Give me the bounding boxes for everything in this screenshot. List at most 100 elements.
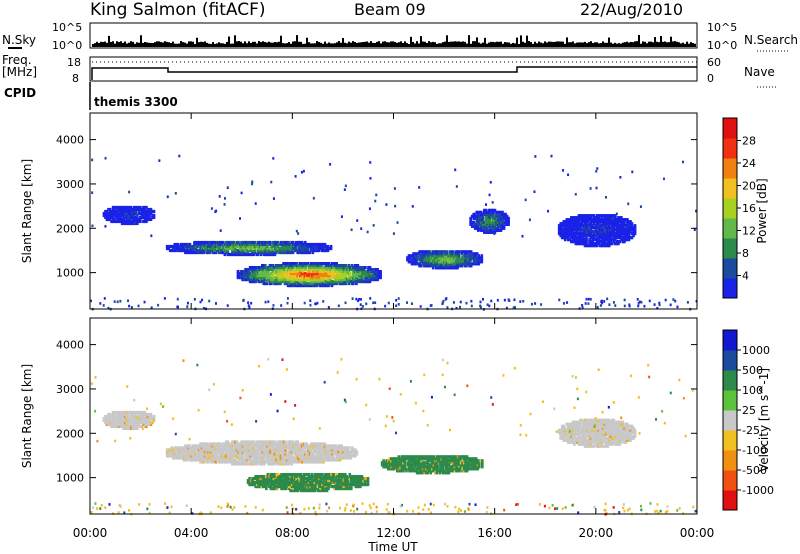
heatmap-cell — [287, 484, 291, 489]
heatmap-cell — [329, 277, 332, 282]
noise-bar — [232, 43, 234, 47]
heatmap-cell — [107, 211, 110, 216]
heatmap-cell — [191, 456, 195, 460]
heatmap-cell — [592, 244, 596, 248]
heatmap-cell — [261, 480, 265, 485]
heatmap-cell — [292, 484, 295, 489]
noise-bar — [112, 41, 114, 47]
heatmap-cell — [328, 482, 332, 487]
heatmap-cell — [238, 448, 242, 452]
heatmap-cell — [226, 240, 230, 245]
heatmap-cell — [200, 240, 204, 245]
heatmap-cell — [288, 281, 291, 286]
heatmap-cell — [309, 271, 313, 276]
heatmap-cell — [420, 469, 423, 473]
heatmap-cell — [454, 254, 458, 258]
heatmap-cell — [443, 461, 446, 465]
heatmap-cell — [166, 195, 169, 199]
heatmap-cell — [452, 459, 455, 463]
heatmap-cell — [231, 246, 234, 251]
heatmap-cell — [291, 281, 294, 286]
heatmap-cell — [296, 484, 300, 489]
heatmap-cell — [200, 442, 204, 446]
heatmap-cell — [355, 269, 358, 274]
heatmap-cell — [349, 482, 353, 487]
heatmap-cell — [232, 454, 236, 458]
heatmap-cell — [483, 212, 486, 216]
heatmap-cell — [343, 486, 347, 491]
heatmap-cell — [145, 211, 148, 216]
heatmap-cell — [250, 460, 254, 464]
heatmap-cell — [433, 461, 437, 465]
heatmap-cell — [265, 267, 269, 272]
heatmap-cell — [364, 279, 367, 284]
heatmap-cell — [282, 250, 286, 255]
heatmap-cell — [326, 244, 330, 249]
heatmap-cell — [474, 258, 478, 262]
heatmap-cell — [316, 248, 319, 253]
heatmap-cell — [495, 210, 498, 214]
heatmap-cell — [612, 220, 616, 224]
heatmap-cell — [592, 230, 596, 234]
heatmap-cell — [123, 221, 127, 226]
heatmap-cell — [225, 244, 228, 249]
heatmap-cell — [200, 446, 204, 450]
heatmap-cell — [455, 461, 458, 465]
heatmap-cell — [464, 463, 467, 467]
heatmap-cell — [238, 446, 242, 450]
heatmap-cell — [441, 264, 444, 268]
heatmap-cell — [573, 234, 576, 238]
heatmap-cell — [122, 209, 125, 214]
heatmap-cell — [279, 277, 282, 282]
heatmap-cell — [241, 269, 244, 274]
heatmap-cell — [264, 452, 268, 456]
heatmap-cell — [450, 469, 454, 473]
heatmap-cell — [336, 478, 339, 483]
heatmap-cell — [570, 218, 573, 222]
heatmap-cell — [113, 217, 116, 222]
heatmap-cell — [228, 450, 231, 454]
heatmap-cell — [324, 488, 327, 493]
heatmap-cell — [422, 254, 426, 258]
heatmap-cell — [274, 269, 278, 274]
heatmap-cell — [297, 244, 301, 249]
heatmap-cell — [573, 226, 576, 230]
heatmap-cell — [209, 458, 213, 462]
heatmap-cell — [449, 455, 452, 459]
heatmap-cell — [441, 463, 445, 467]
heatmap-cell — [181, 246, 184, 251]
heatmap-cell — [421, 258, 424, 262]
heatmap-cell — [251, 480, 254, 485]
heatmap-cell — [238, 273, 241, 278]
heatmap-cell — [298, 478, 302, 483]
heatmap-cell — [318, 269, 322, 274]
heatmap-cell — [259, 250, 263, 255]
heatmap-cell — [312, 263, 316, 268]
heatmap-cell — [170, 454, 174, 458]
heatmap-cell — [279, 248, 283, 253]
heatmap-cell — [185, 448, 189, 452]
heatmap-cell — [311, 283, 314, 288]
heatmap-cell — [102, 304, 105, 307]
heatmap-cell — [225, 242, 228, 247]
heatmap-cell — [202, 442, 205, 446]
heatmap-cell — [489, 228, 492, 232]
heatmap-cell — [574, 218, 578, 222]
heatmap-cell — [266, 250, 269, 255]
heatmap-cell — [443, 457, 446, 461]
heatmap-cell — [132, 209, 136, 214]
heatmap-cell — [249, 244, 252, 249]
heatmap-cell — [247, 244, 251, 249]
heatmap-cell — [318, 472, 321, 477]
heatmap-cell — [444, 455, 448, 459]
heatmap-cell — [442, 262, 446, 266]
heatmap-cell — [262, 263, 266, 268]
heatmap-cell — [418, 258, 421, 262]
heatmap-cell — [241, 462, 245, 466]
heatmap-cell — [248, 265, 252, 270]
noise-bar — [362, 42, 364, 47]
heatmap-cell — [276, 281, 279, 286]
heatmap-cell — [266, 240, 269, 245]
noise-bar — [120, 41, 122, 47]
heatmap-cell — [460, 256, 464, 260]
